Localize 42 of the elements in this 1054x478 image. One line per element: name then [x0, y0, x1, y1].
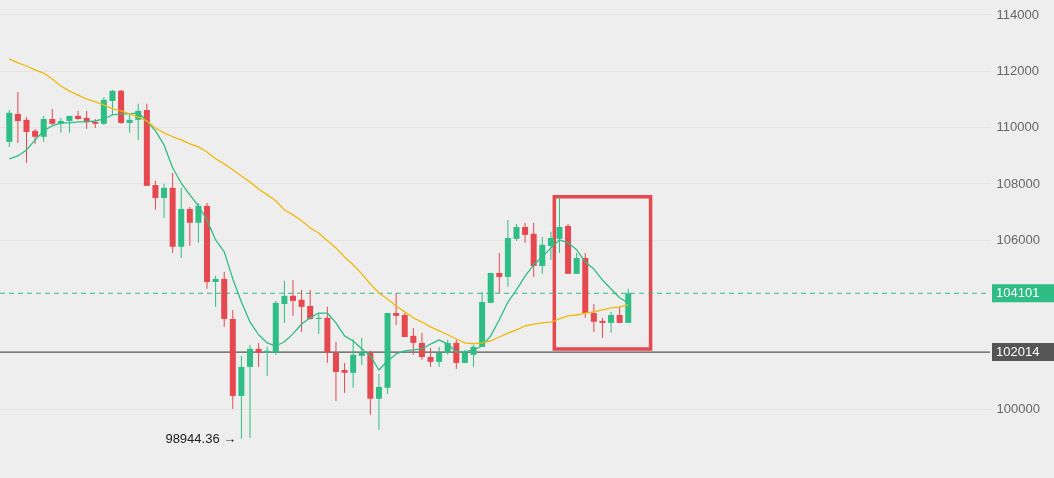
candlestick [375, 373, 382, 431]
candlestick [427, 347, 434, 368]
candlestick [195, 202, 202, 244]
candlestick [298, 289, 305, 333]
candlestick [32, 128, 39, 145]
candlestick [264, 346, 271, 377]
candlestick [590, 303, 597, 333]
candlestick [152, 180, 159, 211]
candlestick [608, 311, 615, 334]
candlestick [186, 206, 193, 247]
candlestick [410, 327, 417, 356]
candlestick [23, 116, 30, 164]
candlestick [547, 231, 554, 261]
candlestick [539, 236, 546, 275]
y-tick-label: 100000 [996, 401, 1040, 417]
y-tick-label: 114000 [996, 6, 1039, 22]
candlestick [255, 342, 262, 368]
candlestick [556, 196, 563, 254]
annotation: 98944.36 → [165, 430, 237, 446]
candlestick [332, 341, 339, 402]
candlestick [522, 222, 529, 244]
y-tick-label: 106000 [996, 232, 1040, 248]
candlestick [161, 183, 168, 219]
candlestick [247, 344, 253, 439]
candlestick [436, 346, 443, 368]
candlestick [40, 115, 47, 143]
candlestick [599, 317, 606, 339]
y-tick-label: 108000 [996, 175, 1040, 191]
candlestick [341, 362, 348, 394]
candlestick [126, 114, 133, 134]
candlestick [393, 292, 400, 326]
candlestick [573, 252, 580, 275]
candlestick [358, 337, 365, 366]
candlestick [496, 252, 503, 294]
ref-line-label: 102014 [996, 344, 1040, 360]
candlestick [75, 110, 82, 121]
candlestick [307, 289, 314, 321]
ref-line-label: 104101 [996, 285, 1040, 301]
y-tick-label: 112000 [996, 63, 1039, 78]
y-tick-label: 110000 [996, 119, 1039, 135]
candlestick [14, 91, 21, 144]
candlestick [289, 279, 296, 317]
